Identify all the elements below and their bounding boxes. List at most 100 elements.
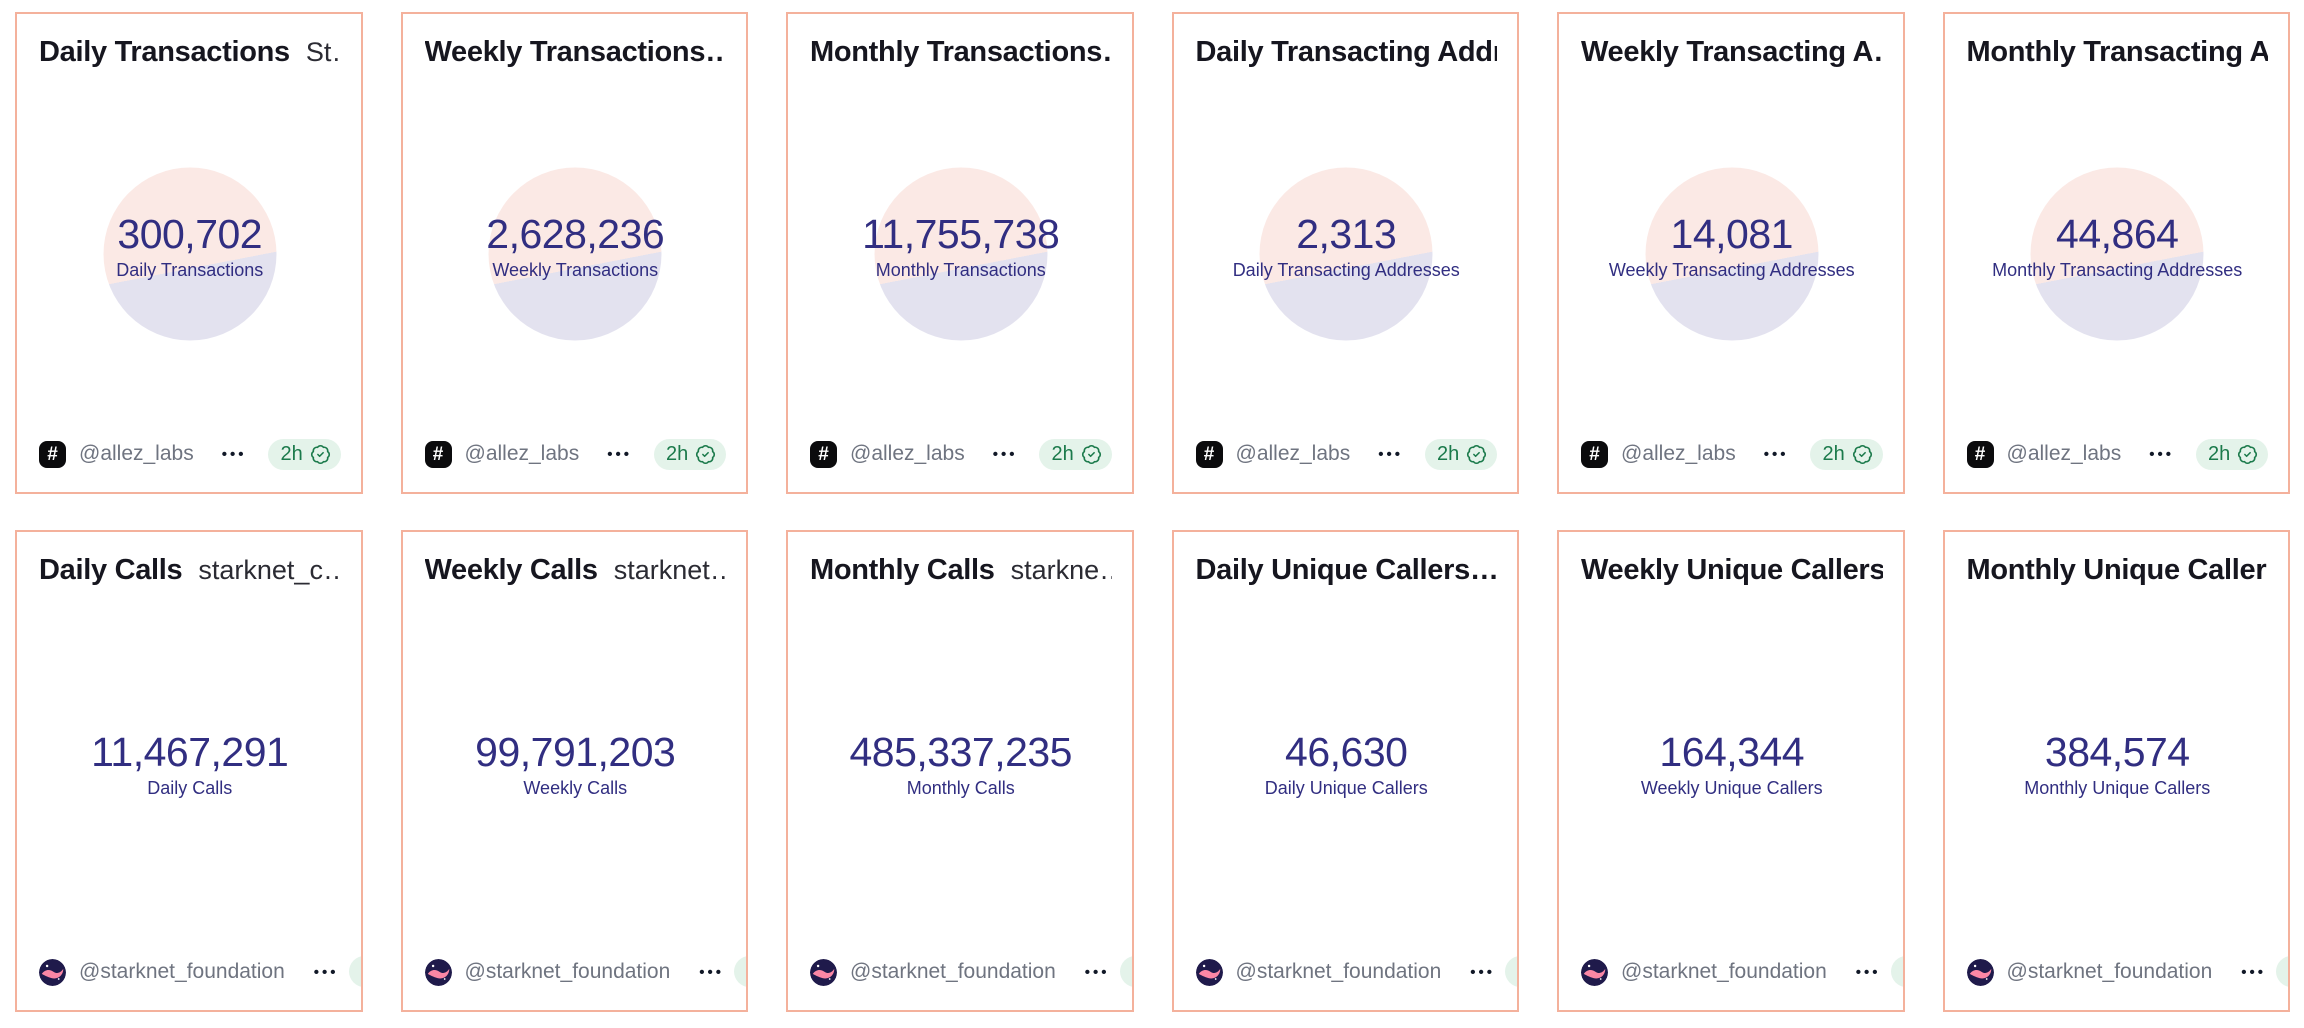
author-handle[interactable]: @starknet_foundation bbox=[1235, 960, 1442, 983]
more-options-button[interactable]: ••• bbox=[1855, 963, 1881, 981]
metric-card[interactable]: Weekly Transacting A… 14,081 Weekly Tran… bbox=[1557, 12, 1905, 494]
pie-chart bbox=[103, 167, 277, 340]
more-options-button[interactable]: ••• bbox=[1763, 445, 1789, 463]
metric-label: Monthly Calls bbox=[906, 778, 1015, 799]
author-handle[interactable]: @starknet_foundation bbox=[850, 960, 1056, 983]
author-handle[interactable]: @allez_labs bbox=[1235, 442, 1351, 465]
starknet-foundation-avatar bbox=[1195, 958, 1223, 986]
starknet-foundation-avatar bbox=[1581, 958, 1608, 986]
pie-chart bbox=[2030, 167, 2204, 340]
updated-badge bbox=[348, 956, 361, 987]
metric-card[interactable]: Monthly Transacting A… 44,864 Monthly Tr… bbox=[1942, 12, 2290, 494]
author-handle[interactable]: @allez_labs bbox=[2006, 442, 2122, 465]
more-options-button[interactable]: ••• bbox=[1470, 963, 1495, 981]
author-handle[interactable]: @allez_labs bbox=[1621, 442, 1736, 465]
metric-label: Weekly Transacting Addresses bbox=[1608, 260, 1855, 281]
metric-value: 485,337,235 bbox=[849, 728, 1072, 775]
starknet-foundation-avatar bbox=[424, 958, 452, 986]
card-title: Daily Unique Callers… bbox=[1195, 554, 1498, 586]
metric-card[interactable]: Monthly Calls starkne… 485,337,235 Month… bbox=[786, 530, 1134, 1012]
card-title: Monthly Transactions… bbox=[810, 36, 1112, 68]
pie-chart bbox=[1259, 167, 1433, 340]
more-options-button[interactable]: ••• bbox=[313, 963, 339, 981]
more-options-button[interactable]: ••• bbox=[992, 445, 1018, 463]
card-footer: # @allez_labs ••• 2h bbox=[1966, 438, 2269, 470]
author-handle[interactable]: @allez_labs bbox=[464, 442, 580, 465]
metric-card[interactable]: Daily Transacting Addr… 2,313 Daily Tran… bbox=[1171, 12, 1519, 494]
more-options-button[interactable]: ••• bbox=[1378, 445, 1403, 463]
allez-labs-avatar: # bbox=[1581, 440, 1608, 468]
author-handle[interactable]: @starknet_foundation bbox=[79, 960, 285, 983]
card-title: Weekly Transacting A… bbox=[1581, 36, 1883, 68]
author-handle[interactable]: @starknet_foundation bbox=[2006, 960, 2213, 983]
card-footer: @starknet_foundation ••• bbox=[424, 956, 747, 988]
updated-badge-time: 2h bbox=[1051, 442, 1074, 465]
metric-card[interactable]: Monthly Unique Caller… 384,574 Monthly U… bbox=[1942, 530, 2290, 1012]
card-footer: # @allez_labs ••• 2h bbox=[1581, 438, 1883, 470]
verified-icon bbox=[2238, 444, 2258, 464]
card-header: Monthly Unique Caller… bbox=[1967, 548, 2269, 587]
card-body: 2,628,236 Weekly Transactions bbox=[425, 69, 727, 438]
author-handle[interactable]: @allez_labs bbox=[850, 442, 965, 465]
card-footer: @starknet_foundation ••• bbox=[1966, 956, 2289, 988]
card-body: 485,337,235 Monthly Calls bbox=[810, 587, 1112, 956]
counter: 384,574 Monthly Unique Callers bbox=[2024, 729, 2210, 799]
metric-label: Weekly Transactions bbox=[492, 260, 659, 281]
metric-card[interactable]: Daily Calls starknet_c… 11,467,291 Daily… bbox=[15, 530, 363, 1012]
verified-icon bbox=[746, 961, 748, 982]
metric-card[interactable]: Daily Transactions St… 300,702 Daily Tra… bbox=[15, 12, 363, 494]
starknet-logo-icon bbox=[424, 958, 452, 986]
metric-card[interactable]: Monthly Transactions… 11,755,738 Monthly… bbox=[786, 12, 1134, 494]
card-title: Weekly Unique Callers… bbox=[1581, 554, 1883, 586]
card-body: 14,081 Weekly Transacting Addresses bbox=[1581, 69, 1883, 438]
metric-value: 99,791,203 bbox=[475, 728, 676, 775]
verified-icon bbox=[1517, 961, 1519, 982]
metric-label: Weekly Unique Callers bbox=[1640, 778, 1823, 799]
card-body: 164,344 Weekly Unique Callers bbox=[1581, 587, 1883, 956]
updated-badge: 2h bbox=[1424, 438, 1498, 470]
metric-card[interactable]: Weekly Transactions… 2,628,236 Weekly Tr… bbox=[400, 12, 748, 494]
verified-icon bbox=[1132, 961, 1134, 982]
metric-label: Daily Unique Callers bbox=[1264, 778, 1428, 799]
updated-badge bbox=[1890, 956, 1903, 987]
card-title: Daily Transacting Addr… bbox=[1195, 36, 1498, 68]
allez-labs-avatar: # bbox=[424, 440, 452, 468]
updated-badge: 2h bbox=[1810, 438, 1883, 470]
card-body: 46,630 Daily Unique Callers bbox=[1196, 587, 1498, 956]
counter: 2,313 Daily Transacting Addresses bbox=[1233, 211, 1460, 281]
counter: 99,791,203 Weekly Calls bbox=[475, 728, 676, 799]
card-header: Monthly Transacting A… bbox=[1967, 30, 2269, 69]
card-header: Monthly Transactions… bbox=[810, 30, 1112, 69]
card-header: Weekly Transacting A… bbox=[1581, 30, 1883, 69]
author-handle[interactable]: @starknet_foundation bbox=[464, 960, 671, 983]
metric-card[interactable]: Daily Unique Callers… 46,630 Daily Uniqu… bbox=[1171, 530, 1519, 1012]
metric-card[interactable]: Weekly Calls starknet… 99,791,203 Weekly… bbox=[400, 530, 748, 1012]
more-options-button[interactable]: ••• bbox=[2149, 445, 2174, 463]
metric-value: 2,628,236 bbox=[486, 210, 665, 257]
more-options-button[interactable]: ••• bbox=[699, 963, 724, 981]
metric-value: 164,344 bbox=[1659, 728, 1805, 775]
author-handle[interactable]: @allez_labs bbox=[79, 442, 194, 465]
metric-value: 11,755,738 bbox=[862, 210, 1060, 257]
more-options-button[interactable]: ••• bbox=[2241, 963, 2266, 981]
verified-icon bbox=[1081, 444, 1101, 464]
metric-value: 44,864 bbox=[2056, 210, 2179, 257]
author-handle[interactable]: @starknet_foundation bbox=[1621, 960, 1827, 983]
metric-value: 300,702 bbox=[117, 210, 263, 257]
card-body: 99,791,203 Weekly Calls bbox=[425, 587, 727, 956]
updated-badge: 2h bbox=[2195, 438, 2269, 470]
card-footer: # @allez_labs ••• 2h bbox=[424, 438, 727, 470]
verified-icon bbox=[310, 444, 330, 464]
updated-badge bbox=[734, 956, 748, 987]
allez-labs-avatar: # bbox=[1195, 440, 1223, 468]
card-footer: @starknet_foundation ••• bbox=[1195, 956, 1518, 988]
card-body: 300,702 Daily Transactions bbox=[39, 69, 341, 438]
card-header: Daily Calls starknet_c… bbox=[39, 548, 341, 587]
more-options-button[interactable]: ••• bbox=[1084, 963, 1110, 981]
pie-chart bbox=[488, 167, 662, 340]
metric-card[interactable]: Weekly Unique Callers… 164,344 Weekly Un… bbox=[1557, 530, 1905, 1012]
pie-chart bbox=[874, 167, 1048, 340]
more-options-button[interactable]: ••• bbox=[607, 445, 632, 463]
more-options-button[interactable]: ••• bbox=[221, 445, 247, 463]
